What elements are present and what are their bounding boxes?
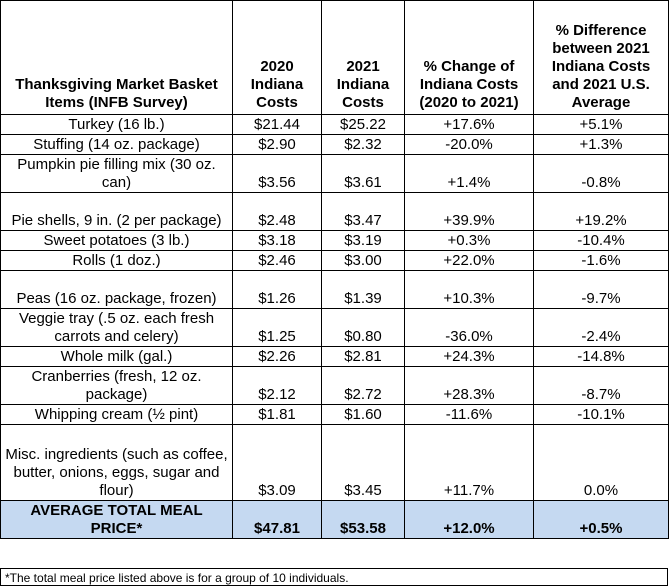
- pct-difference-cell: -8.7%: [533, 366, 669, 405]
- pct-difference-cell: +19.2%: [533, 192, 669, 231]
- item-cell: Cranberries (fresh, 12 oz. package): [0, 366, 233, 405]
- pct-difference-cell: -9.7%: [533, 270, 669, 309]
- item-cell: Pie shells, 9 in. (2 per package): [0, 192, 233, 231]
- pct-change-cell: -11.6%: [404, 404, 534, 425]
- pct-change-cell: +22.0%: [404, 250, 534, 271]
- cost-2021-cell: $1.39: [321, 270, 405, 309]
- item-cell: Whipping cream (½ pint): [0, 404, 233, 425]
- pct-change-cell: -20.0%: [404, 134, 534, 155]
- total-pct-change: +12.0%: [404, 500, 534, 539]
- table-row: Pumpkin pie filling mix (30 oz. can) $3.…: [0, 154, 669, 193]
- item-cell: Stuffing (14 oz. package): [0, 134, 233, 155]
- footnote: *The total meal price listed above is fo…: [0, 568, 668, 586]
- cost-2020-cell: $2.46: [232, 250, 322, 271]
- table-row: Whole milk (gal.) $2.26 $2.81 +24.3% -14…: [0, 346, 669, 367]
- item-cell: Turkey (16 lb.): [0, 114, 233, 135]
- total-2021-cost: $53.58: [321, 500, 405, 539]
- table-row: Rolls (1 doz.) $2.46 $3.00 +22.0% -1.6%: [0, 250, 669, 271]
- cost-2021-cell: $3.45: [321, 424, 405, 501]
- pct-difference-cell: -10.1%: [533, 404, 669, 425]
- cost-2021-cell: $0.80: [321, 308, 405, 347]
- cost-2020-cell: $1.25: [232, 308, 322, 347]
- pct-difference-cell: -2.4%: [533, 308, 669, 347]
- pct-change-cell: -36.0%: [404, 308, 534, 347]
- item-cell: Pumpkin pie filling mix (30 oz. can): [0, 154, 233, 193]
- pct-change-cell: +24.3%: [404, 346, 534, 367]
- item-cell: Whole milk (gal.): [0, 346, 233, 367]
- total-row: AVERAGE TOTAL MEAL PRICE* $47.81 $53.58 …: [0, 500, 669, 539]
- cost-2021-cell: $2.81: [321, 346, 405, 367]
- pct-change-cell: +0.3%: [404, 230, 534, 251]
- table-row: Peas (16 oz. package, frozen) $1.26 $1.3…: [0, 270, 669, 309]
- cost-2020-cell: $3.09: [232, 424, 322, 501]
- pct-difference-cell: -0.8%: [533, 154, 669, 193]
- pct-difference-cell: -10.4%: [533, 230, 669, 251]
- cost-2021-cell: $3.19: [321, 230, 405, 251]
- pct-change-cell: +17.6%: [404, 114, 534, 135]
- cost-2021-cell: $3.61: [321, 154, 405, 193]
- header-pct-change: % Change of Indiana Costs (2020 to 2021): [404, 0, 534, 115]
- table-row: Sweet potatoes (3 lb.) $3.18 $3.19 +0.3%…: [0, 230, 669, 251]
- cost-2021-cell: $2.32: [321, 134, 405, 155]
- header-2020-cost: 2020 Indiana Costs: [232, 0, 322, 115]
- header-2021-cost: 2021 Indiana Costs: [321, 0, 405, 115]
- total-label: AVERAGE TOTAL MEAL PRICE*: [0, 500, 233, 539]
- total-pct-difference: +0.5%: [533, 500, 669, 539]
- item-cell: Peas (16 oz. package, frozen): [0, 270, 233, 309]
- pct-change-cell: +28.3%: [404, 366, 534, 405]
- market-basket-table: Thanksgiving Market Basket Items (INFB S…: [0, 0, 669, 539]
- table-row: Cranberries (fresh, 12 oz. package) $2.1…: [0, 366, 669, 405]
- cost-2021-cell: $3.00: [321, 250, 405, 271]
- total-2020-cost: $47.81: [232, 500, 322, 539]
- cost-2020-cell: $2.26: [232, 346, 322, 367]
- cost-2020-cell: $2.90: [232, 134, 322, 155]
- cost-2020-cell: $3.56: [232, 154, 322, 193]
- pct-change-cell: +10.3%: [404, 270, 534, 309]
- cost-2021-cell: $3.47: [321, 192, 405, 231]
- header-pct-difference: % Difference between 2021 Indiana Costs …: [533, 0, 669, 115]
- cost-2021-cell: $1.60: [321, 404, 405, 425]
- table-row: Veggie tray (.5 oz. each fresh carrots a…: [0, 308, 669, 347]
- cost-2020-cell: $2.12: [232, 366, 322, 405]
- pct-change-cell: +39.9%: [404, 192, 534, 231]
- pct-difference-cell: -14.8%: [533, 346, 669, 367]
- item-cell: Misc. ingredients (such as coffee, butte…: [0, 424, 233, 501]
- table-row: Stuffing (14 oz. package) $2.90 $2.32 -2…: [0, 134, 669, 155]
- cost-2020-cell: $21.44: [232, 114, 322, 135]
- pct-difference-cell: 0.0%: [533, 424, 669, 501]
- pct-change-cell: +1.4%: [404, 154, 534, 193]
- cost-2020-cell: $1.26: [232, 270, 322, 309]
- pct-difference-cell: +1.3%: [533, 134, 669, 155]
- header-item: Thanksgiving Market Basket Items (INFB S…: [0, 0, 233, 115]
- cost-2021-cell: $25.22: [321, 114, 405, 135]
- cost-2020-cell: $3.18: [232, 230, 322, 251]
- table-row: Whipping cream (½ pint) $1.81 $1.60 -11.…: [0, 404, 669, 425]
- table-row: Turkey (16 lb.) $21.44 $25.22 +17.6% +5.…: [0, 114, 669, 135]
- item-cell: Rolls (1 doz.): [0, 250, 233, 271]
- pct-change-cell: +11.7%: [404, 424, 534, 501]
- item-cell: Veggie tray (.5 oz. each fresh carrots a…: [0, 308, 233, 347]
- cost-2020-cell: $1.81: [232, 404, 322, 425]
- pct-difference-cell: -1.6%: [533, 250, 669, 271]
- cost-2021-cell: $2.72: [321, 366, 405, 405]
- cost-2020-cell: $2.48: [232, 192, 322, 231]
- header-row: Thanksgiving Market Basket Items (INFB S…: [0, 0, 669, 115]
- table-row: Misc. ingredients (such as coffee, butte…: [0, 424, 669, 501]
- pct-difference-cell: +5.1%: [533, 114, 669, 135]
- item-cell: Sweet potatoes (3 lb.): [0, 230, 233, 251]
- table-row: Pie shells, 9 in. (2 per package) $2.48 …: [0, 192, 669, 231]
